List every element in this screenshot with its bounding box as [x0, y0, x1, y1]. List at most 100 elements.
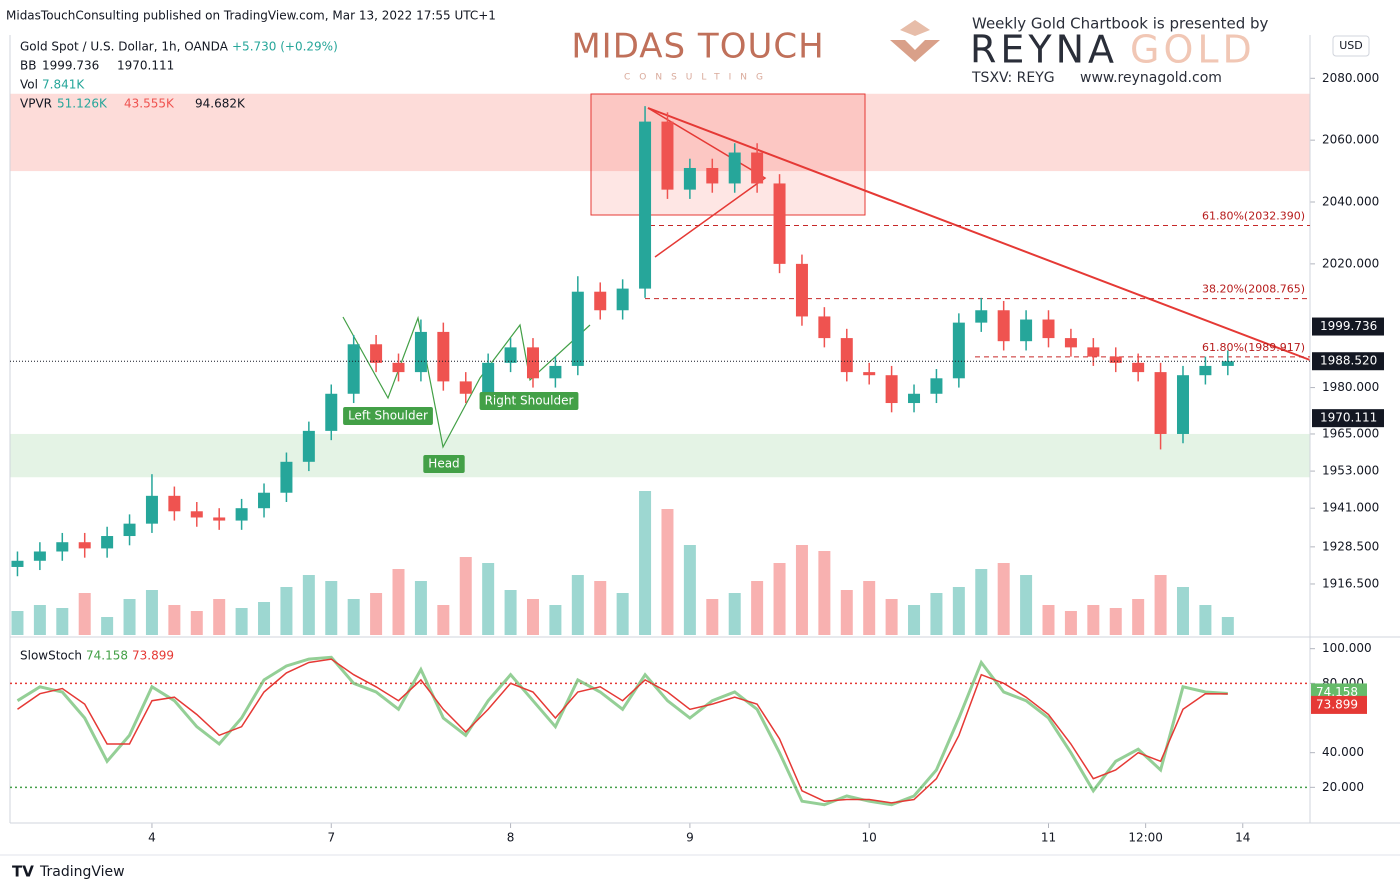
volume-bar: [549, 605, 562, 635]
volume-bar: [414, 581, 427, 635]
volume-bar: [795, 545, 808, 635]
candle-body: [145, 495, 158, 524]
vol-name: Vol: [20, 78, 38, 92]
y-tick-label: 1953.000: [1322, 464, 1379, 478]
volume-bar: [1154, 575, 1167, 635]
candle-body: [504, 347, 517, 363]
candle-body: [751, 152, 764, 184]
volume-bar: [1042, 605, 1055, 635]
bb-upper-value: 1999.736: [42, 59, 99, 73]
volume-bar: [190, 611, 203, 635]
candle-body: [773, 183, 786, 264]
candle-body: [1109, 356, 1122, 363]
publisher: MidasTouchConsulting published on Tradin…: [6, 9, 496, 23]
volume-bar: [1132, 599, 1145, 635]
vol-value: 7.841K: [42, 78, 85, 92]
candle-body: [1020, 319, 1033, 342]
x-tick-label: 7: [327, 831, 335, 845]
candle-body: [482, 362, 495, 394]
candle-body: [101, 536, 114, 549]
x-tick-label: 11: [1041, 831, 1056, 845]
candle-body: [168, 495, 181, 512]
tv-mark: 𝗧𝗩: [12, 863, 34, 881]
volume-bar: [347, 599, 360, 635]
reyna-text: REYNA: [970, 28, 1118, 72]
candle-body: [661, 121, 674, 190]
volume-bar: [280, 587, 293, 635]
volume-bar: [706, 599, 719, 635]
last-value-label: 73.899: [1316, 697, 1358, 711]
candle-body: [392, 362, 405, 373]
drawing-layer: [10, 77, 1315, 828]
pattern-label: Right Shoulder: [485, 394, 574, 408]
vpvr-name: VPVR: [20, 97, 52, 111]
pattern-box: [423, 455, 465, 473]
volume-bar: [235, 608, 248, 635]
candle-body: [437, 331, 450, 382]
volume-bar: [145, 590, 158, 635]
volume-bar: [840, 590, 853, 635]
candle-body: [975, 310, 988, 323]
currency: USD: [1339, 39, 1363, 52]
volume-bar: [101, 617, 114, 635]
candle-body: [213, 517, 226, 521]
reyna-icon: [890, 40, 940, 62]
fib-label: 61.80%(1989.917): [1202, 341, 1305, 354]
volume-bar: [728, 593, 741, 635]
candle-body: [997, 310, 1010, 342]
reyna-icon-top: [900, 20, 930, 36]
candle-body: [616, 288, 629, 311]
pattern-label: Left Shoulder: [348, 409, 428, 423]
volume-bar: [504, 590, 517, 635]
candle-body: [1064, 338, 1077, 348]
pattern-box: [479, 392, 579, 410]
candle-body: [1199, 365, 1212, 376]
volume-bar: [773, 563, 786, 635]
pattern-box: [343, 407, 433, 425]
change: +5.730 (+0.29%): [232, 40, 338, 54]
volume-bar: [370, 593, 383, 635]
volume-bar: [437, 605, 450, 635]
candle-body: [190, 511, 203, 518]
y-tick-label: 2080.000: [1322, 71, 1379, 85]
volume-bar: [1064, 611, 1077, 635]
price-tag-box: [1312, 352, 1384, 371]
midas-logo: MIDAS TOUCH: [571, 27, 824, 67]
volume-bar: [1087, 605, 1100, 635]
fib-label: 38.20%(2008.765): [1202, 283, 1305, 296]
candle-body: [639, 121, 652, 289]
candle-body: [325, 393, 338, 431]
candle-body: [123, 523, 136, 537]
volume-bar: [526, 599, 539, 635]
candle-body: [594, 291, 607, 311]
candle-body: [908, 393, 921, 404]
x-tick-label: 14: [1235, 831, 1250, 845]
volume-bar: [571, 575, 584, 635]
volume-bar: [863, 581, 876, 635]
y-tick-label: 20.000: [1322, 780, 1364, 794]
price-tag: 1988.520: [1320, 354, 1377, 368]
vpvr-down: 43.555K: [124, 97, 175, 111]
candle-body: [1087, 347, 1100, 357]
candle-body: [1154, 372, 1167, 434]
candle-body: [235, 508, 248, 521]
stoch-k-value: 74.158: [86, 649, 128, 663]
zone: [10, 433, 1310, 478]
x-tick-label: 9: [686, 831, 694, 845]
x-tick-label: 4: [148, 831, 156, 845]
vpvr-total: 94.682K: [195, 97, 246, 111]
volume-bar: [997, 563, 1010, 635]
candle-body: [795, 263, 808, 317]
symbol: Gold Spot / U.S. Dollar, 1h, OANDA: [20, 40, 229, 54]
trend-line: [647, 107, 1311, 361]
volume-bar: [168, 605, 181, 635]
candle-body: [370, 344, 383, 363]
stoch-name: SlowStoch: [20, 649, 82, 663]
vpvr-up: 51.126K: [57, 97, 108, 111]
x-tick-label: 12:00: [1128, 831, 1163, 845]
volume-bar: [78, 593, 91, 635]
price-tag-box: [1312, 317, 1384, 336]
